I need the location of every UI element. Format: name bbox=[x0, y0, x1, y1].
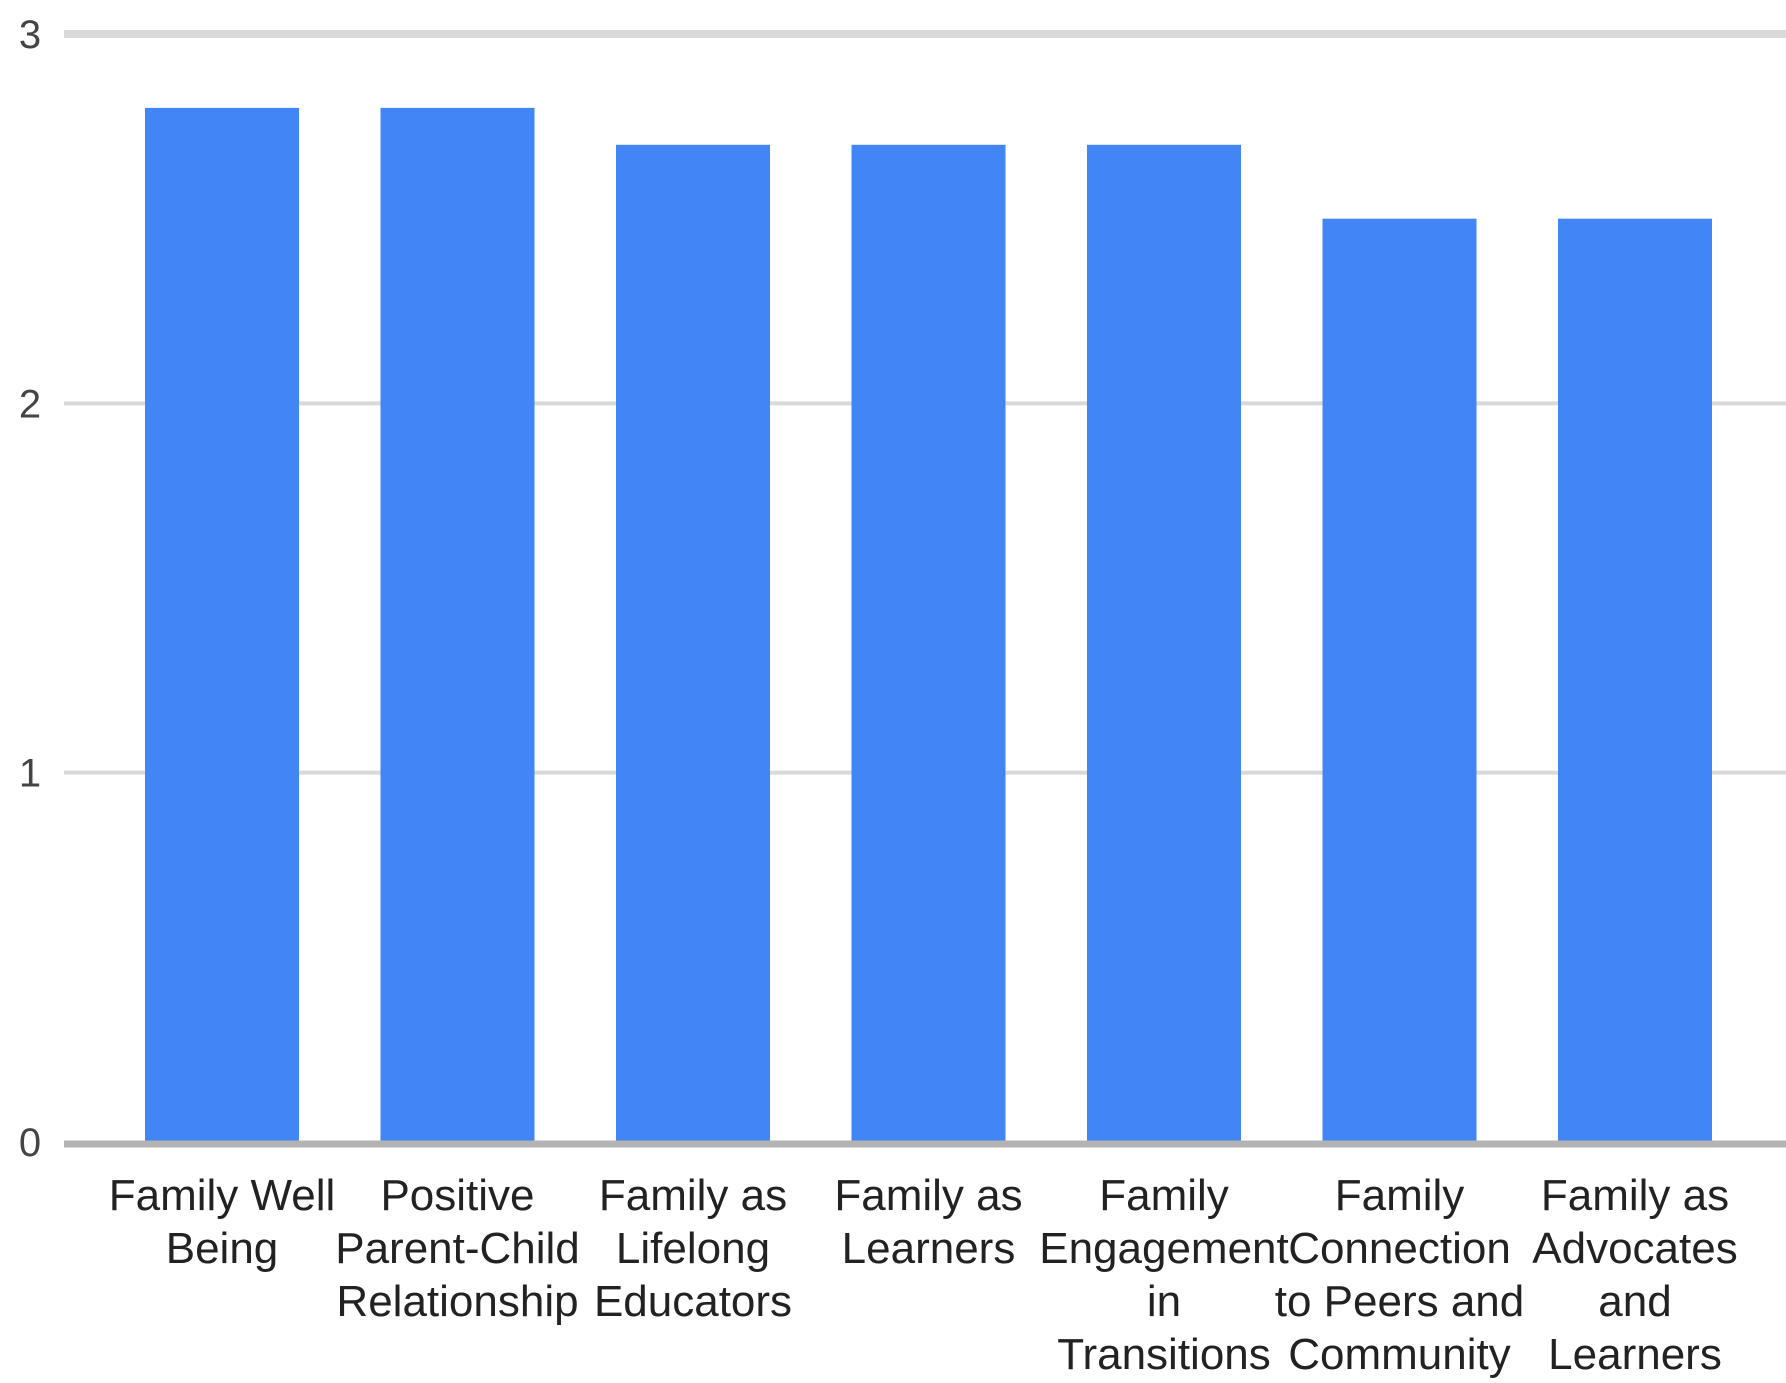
x-category-label-5: Family Engagement in Transitions bbox=[1039, 1171, 1289, 1379]
bar-5 bbox=[1087, 144, 1241, 1143]
bar-1 bbox=[145, 107, 299, 1142]
y-tick-label-0: 0 bbox=[19, 1121, 41, 1165]
y-axis-ticks: 0 1 2 3 bbox=[19, 13, 41, 1165]
bars bbox=[64, 107, 1786, 1148]
y-tick-label-1: 1 bbox=[19, 752, 41, 796]
x-category-label-4: Family as Learners bbox=[834, 1171, 1022, 1273]
x-category-label-3: Family as Lifelong Educators bbox=[594, 1171, 792, 1326]
x-category-label-2: Positive Parent-Child Relationship bbox=[335, 1171, 580, 1326]
bar-4 bbox=[851, 144, 1006, 1143]
x-category-label-6: Family Connection to Peers and Community bbox=[1275, 1171, 1525, 1379]
x-category-label-7: Family as Advocates and Learners bbox=[1532, 1171, 1737, 1379]
bar-2 bbox=[380, 107, 535, 1142]
y-tick-label-3: 3 bbox=[19, 13, 41, 57]
bar-6 bbox=[1322, 218, 1477, 1142]
x-category-label-1: Family Well Being bbox=[109, 1171, 336, 1273]
bar-7 bbox=[1558, 218, 1712, 1142]
y-tick-label-2: 2 bbox=[19, 382, 41, 426]
bar-3 bbox=[616, 144, 770, 1143]
